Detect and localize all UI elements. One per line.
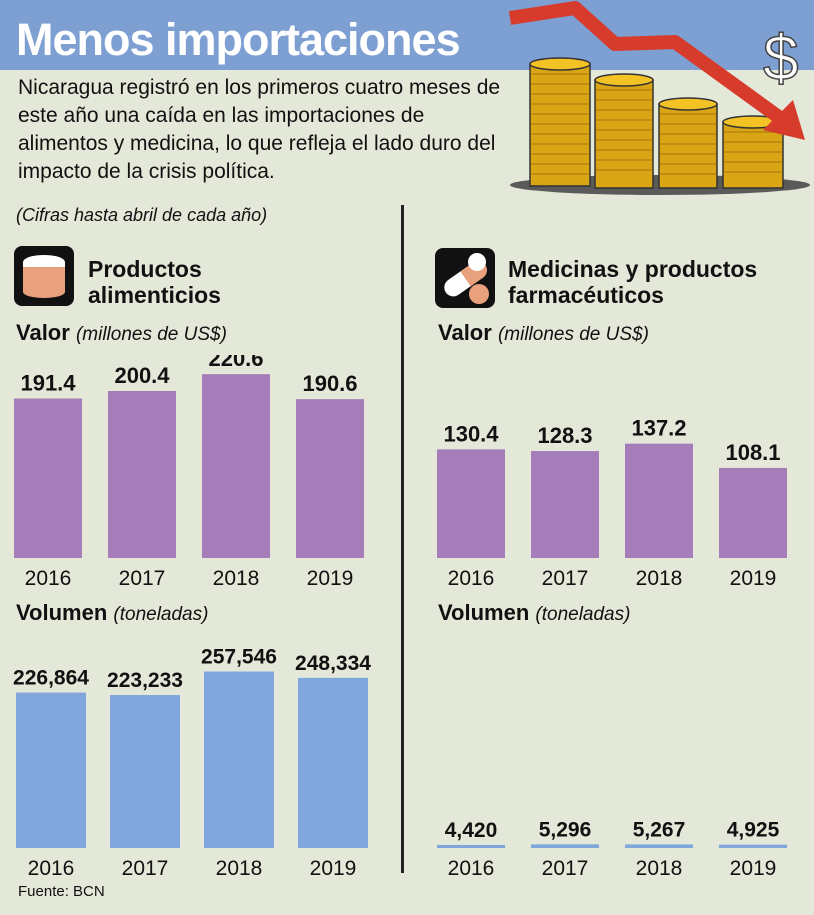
medicine-title-line1: Medicinas y productos [508,256,758,282]
medicine-value-chart: 130.4 2016 128.3 2017 137.2 2018 108.1 2019 [437,416,787,590]
food-can-icon [14,246,74,306]
medicine-section-title: Medicinas y productos farmacéuticos [508,256,757,308]
food-volume-chart: 226,864 2016 223,233 2017 257,546 2018 248,334… [13,646,371,880]
medicine-volume-year-label-2016: 2016 [448,857,495,880]
food-value-year-label-2017: 2017 [119,567,166,590]
header-band [0,0,814,70]
medicine-volume-value-label-2018: 5,267 [633,818,686,841]
medicine-volume-year-label-2017: 2017 [542,857,589,880]
food-volume-value-label-2019: 248,334 [295,652,371,675]
coin-stack-1 [529,57,591,187]
food-value-year-label-2019: 2019 [307,567,354,590]
food-title-line2: alimenticios [88,282,221,308]
medicine-value-year-label-2019: 2019 [730,567,777,590]
medicine-value-value-label-2018: 137.2 [631,416,686,441]
medicine-volume-year-label-2019: 2019 [730,857,777,880]
food-value-chart: 191.4 2016 200.4 2017 220.6 2018 190.6 2019 [14,355,364,590]
medicine-volume-value-label-2016: 4,420 [445,819,498,842]
medicine-volume-unit: (toneladas) [535,604,631,625]
food-volume-bar-2019 [298,677,368,848]
food-value-heading: Valor (millones de US$) [16,320,227,346]
food-volume-year-label-2017: 2017 [122,857,169,880]
food-value-bar-2019 [296,399,364,558]
medicine-value-year-label-2016: 2016 [448,567,495,590]
source-note: Fuente: BCN [18,883,105,900]
arrow-head-icon [763,100,805,140]
food-value-value-label-2018: 220.6 [208,355,263,371]
food-section-title: Productos alimenticios [88,256,221,308]
food-volume-value-label-2018: 257,546 [201,646,277,669]
coins-illustration: $ [508,1,810,195]
down-arrow-icon [508,1,785,124]
page-title: Menos importaciones [16,14,461,65]
food-volume-unit: (toneladas) [113,604,209,625]
food-value-year-label-2016: 2016 [25,567,72,590]
medicine-value-year-label-2017: 2017 [542,567,589,590]
food-volume-value-label-2016: 226,864 [13,667,89,690]
food-value-value-label-2019: 190.6 [302,371,357,396]
medicine-volume-label: Volumen [438,600,530,625]
food-value-bar-2017 [108,391,176,558]
food-volume-label: Volumen [16,600,108,625]
medicine-title-line2: farmacéuticos [508,282,664,308]
coin-stack-4 [722,115,784,189]
food-volume-bar-2018 [204,671,274,848]
medicine-volume-bar-2016 [437,844,505,848]
pills-icon [435,248,495,308]
medicine-value-value-label-2019: 108.1 [725,440,780,465]
medicine-volume-bar-2017 [531,844,599,848]
intro-text: Nicaragua registró en los primeros cuatr… [18,76,501,183]
food-title-line1: Productos [88,256,202,282]
medicine-value-value-label-2017: 128.3 [537,423,592,448]
medicine-value-heading: Valor (millones de US$) [438,320,649,346]
food-value-label: Valor [16,320,70,345]
medicine-value-label: Valor [438,320,492,345]
medicine-value-year-label-2018: 2018 [636,567,683,590]
medicine-volume-value-label-2019: 4,925 [727,819,780,842]
coin-stack-3 [658,97,718,189]
coin-stack-2 [594,73,654,189]
food-volume-bar-2017 [110,695,180,848]
medicine-value-value-label-2016: 130.4 [443,421,499,446]
medicine-value-bar-2016 [437,449,505,558]
food-value-bar-2018 [202,374,270,558]
dollar-sign-icon: $ [763,22,799,94]
medicine-value-bar-2019 [719,467,787,558]
medicine-value-unit: (millones de US$) [497,324,649,345]
medicine-value-bar-2018 [625,443,693,558]
food-volume-bar-2016 [16,692,86,848]
food-value-value-label-2017: 200.4 [114,363,170,388]
medicine-volume-heading: Volumen (toneladas) [438,600,630,626]
food-value-value-label-2016: 191.4 [20,371,76,396]
food-volume-year-label-2016: 2016 [28,857,75,880]
medicine-volume-bar-2018 [625,844,693,848]
food-volume-value-label-2017: 223,233 [107,669,183,692]
medicine-volume-value-label-2017: 5,296 [539,818,592,841]
medicine-volume-bar-2019 [719,844,787,848]
medicine-value-bar-2017 [531,451,599,558]
food-volume-year-label-2018: 2018 [216,857,263,880]
food-volume-year-label-2019: 2019 [310,857,357,880]
food-value-unit: (millones de US$) [75,324,227,345]
column-divider [401,205,404,873]
food-value-bar-2016 [14,398,82,558]
medicine-volume-year-label-2018: 2018 [636,857,683,880]
data-note: (Cifras hasta abril de cada año) [16,205,268,225]
food-volume-heading: Volumen (toneladas) [16,600,208,626]
medicine-volume-chart: 4,420 2016 5,296 2017 5,267 2018 4,925 2019 [437,818,787,880]
food-value-year-label-2018: 2018 [213,567,260,590]
